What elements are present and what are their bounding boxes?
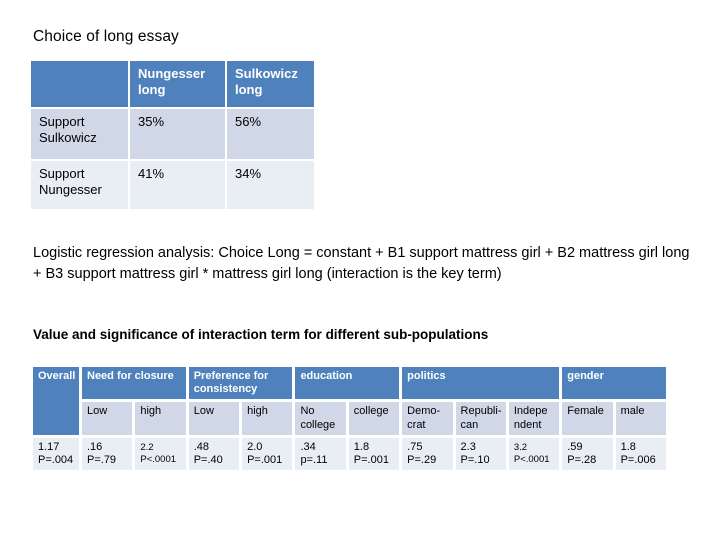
p-value: P=.001 [247,453,283,466]
table-row: Support Sulkowicz 35% 56% [31,109,314,159]
coefficient: 2.0 [247,440,263,453]
value-cell-consistency-low: .48 P=.40 [188,437,240,471]
coefficient: .16 [87,440,103,453]
page-title: Choice of long essay [33,28,179,45]
group-header-row: Overall Need for closure Preference for … [33,367,666,435]
p-value: P=.40 [193,453,223,466]
p-value: P=.79 [87,453,117,466]
subheader-cell-college: college [348,402,400,435]
p-value: P=.28 [567,453,597,466]
row-label-support-nungesser: Support Nungesser [31,161,128,209]
data-cell: 56% [227,109,314,159]
coefficient: 2.2 [140,441,154,453]
subheader-cell-closure-low: Low [82,402,133,435]
data-cell: 41% [130,161,225,209]
value-cell-overall: 1.17 P=.004 [33,437,79,471]
p-value: P=.001 [353,453,389,466]
value-cell-closure-high: 2.2 P<.0001 [135,437,186,471]
table-row: Support Nungesser 41% 34% [31,161,314,209]
header-cell-need-for-closure: Need for closure [82,367,186,400]
value-cell-no-college: .34 p=.11 [295,437,346,471]
subheader-cell-no-college: No college [295,402,346,435]
subheader-cell-consistency-high: high [242,402,293,435]
coefficient: 1.8 [620,440,636,453]
value-cell-republican: 2.3 P=.10 [455,437,506,471]
coefficient: .48 [193,440,210,453]
data-cell: 35% [130,109,225,159]
interaction-term-table: Overall Need for closure Preference for … [30,364,669,473]
value-cell-female: .59 P=.28 [562,437,613,471]
value-cell-male: 1.8 P=.006 [615,437,666,471]
p-value: P=.004 [38,453,74,466]
subpopulations-heading: Value and significance of interaction te… [33,327,489,342]
header-cell-gender: gender [562,367,666,400]
header-cell-education: education [295,367,400,400]
p-value: P=.29 [407,453,437,466]
coefficient: 1.17 [38,440,60,453]
subheader-cell-independent: Indepe ndent [508,402,560,435]
header-cell-politics: politics [402,367,560,400]
sub-header-row: Low high Low high No college college Dem… [33,402,666,435]
subheader-cell-closure-high: high [135,402,186,435]
header-cell-blank [31,61,128,107]
subheader-cell-female: Female [562,402,613,435]
coefficient: 2.3 [460,440,476,453]
value-cell-closure-low: .16 P=.79 [82,437,133,471]
subheader-cell-consistency-low: Low [188,402,240,435]
values-row: 1.17 P=.004 .16 P=.79 2.2 P<.0001 .48 P=… [33,437,666,471]
header-cell-overall: Overall [33,367,79,435]
value-cell-democrat: .75 P=.29 [402,437,453,471]
p-value: p=.11 [300,453,328,466]
choice-of-long-essay-table: Nungesser long Sulkowicz long Support Su… [29,59,316,211]
table-header-row: Nungesser long Sulkowicz long [31,61,314,107]
coefficient: 3.2 [513,441,528,453]
coefficient: 1.8 [353,440,370,453]
p-value: P<.0001 [513,454,550,466]
header-cell-preference-for-consistency: Preference for consistency [188,367,293,400]
coefficient: .75 [407,440,423,453]
value-cell-college: 1.8 P=.001 [348,437,400,471]
p-value: P=.006 [620,453,656,466]
header-cell-nungesser-long: Nungesser long [130,61,225,107]
coefficient: .34 [300,440,316,453]
value-cell-consistency-high: 2.0 P=.001 [242,437,293,471]
value-cell-independent: 3.2 P<.0001 [508,437,560,471]
header-cell-sulkowicz-long: Sulkowicz long [227,61,314,107]
p-value: P=.10 [460,453,490,466]
coefficient: .59 [567,440,583,453]
subheader-cell-republican: Republi-can [455,402,506,435]
subheader-cell-democrat: Demo-crat [402,402,453,435]
row-label-support-sulkowicz: Support Sulkowicz [31,109,128,159]
data-cell: 34% [227,161,314,209]
p-value: P<.0001 [140,454,177,466]
analysis-paragraph: Logistic regression analysis: Choice Lon… [33,245,690,282]
subheader-cell-male: male [615,402,666,435]
